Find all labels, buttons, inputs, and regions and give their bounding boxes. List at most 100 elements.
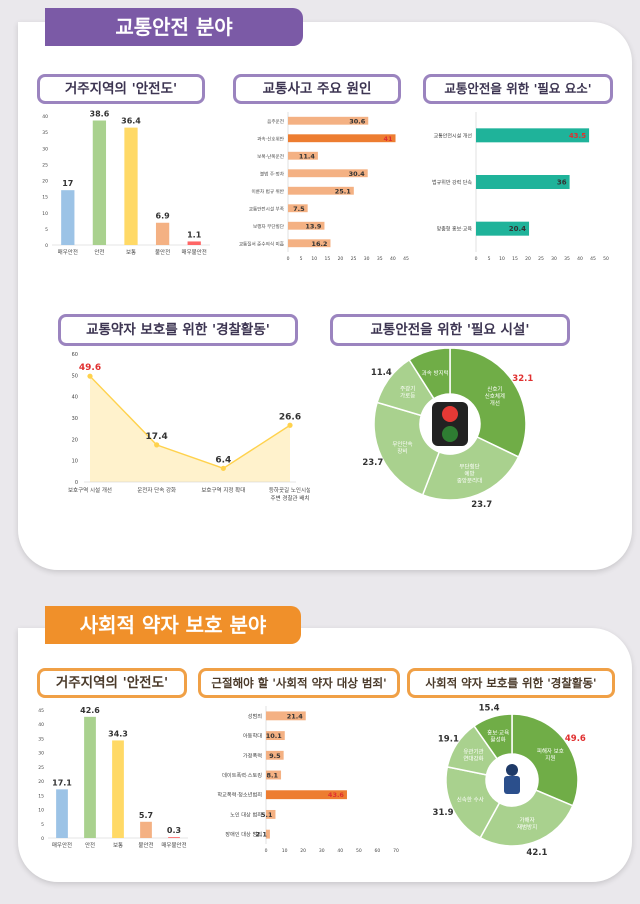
y-tick-label: 20 xyxy=(42,179,48,185)
data-label: 11.4 xyxy=(299,152,316,160)
series-line xyxy=(89,375,291,470)
data-label: 2.1 xyxy=(255,831,267,839)
data-label: 49.6 xyxy=(79,363,101,373)
bar xyxy=(288,221,325,230)
data-label: 8.1 xyxy=(267,772,279,780)
y-tick-label: 45 xyxy=(38,708,44,714)
slice-category-label: 무인단속 xyxy=(392,440,412,448)
x-tick-label: 30 xyxy=(551,256,557,262)
s2-safety-title: 거주지역의 '안전도' xyxy=(37,668,187,698)
data-label: 13.9 xyxy=(305,222,322,230)
y-tick-label: 35 xyxy=(42,130,48,136)
slice-value-label: 19.1 xyxy=(438,734,459,744)
category-label: 주변 경찰관 배치 xyxy=(271,494,310,502)
s1-needs-chart: 0 5 10 15 20 25 30 35 40 45 50 43.5 교통안전시설 개선 36 법규위반 … xyxy=(432,112,609,262)
bar xyxy=(266,770,282,780)
slice-category-label: 개선 xyxy=(490,399,500,407)
data-label: 26.6 xyxy=(279,412,301,422)
y-tick-label: 0 xyxy=(45,243,48,249)
slice-value-label: 49.6 xyxy=(565,734,586,744)
category-label: 보행자 무단횡단 xyxy=(253,223,285,230)
x-tick-label: 40 xyxy=(337,848,343,854)
bar xyxy=(266,790,347,800)
pie-slice xyxy=(449,347,527,458)
x-tick-label: 10 xyxy=(499,256,505,262)
data-label: 30.6 xyxy=(349,117,366,125)
bar xyxy=(476,128,590,143)
y-tick-label: 25 xyxy=(42,162,48,168)
y-tick-label: 40 xyxy=(72,395,78,401)
y-tick-label: 15 xyxy=(42,195,48,201)
pie-slice xyxy=(473,713,513,760)
x-tick-label: 50 xyxy=(603,256,609,262)
traffic-light-icon xyxy=(432,402,468,446)
y-tick-label: 10 xyxy=(42,211,48,217)
x-tick-label: 5 xyxy=(488,256,491,262)
x-tick-label: 60 xyxy=(375,848,381,854)
bar xyxy=(288,186,354,195)
slice-category-label: 가해자 xyxy=(519,816,534,824)
y-tick-label: 10 xyxy=(38,808,44,814)
bar xyxy=(288,169,368,178)
slice-category-label: 유관기관 xyxy=(463,747,483,755)
s2-crimes-chart: 0 10 20 30 40 50 60 70 21.4 성범죄 10.1 아동학대 9.5 가정폭력 8.1… xyxy=(217,706,399,854)
data-label: 38.6 xyxy=(90,110,110,119)
slice-category-label: 홍보·교육 xyxy=(487,729,509,737)
data-label: 6.4 xyxy=(215,455,231,465)
category-label: 맞춤형 홍보·교육 xyxy=(437,226,473,233)
data-label: 42.6 xyxy=(80,706,100,715)
slice-value-label: 23.7 xyxy=(471,500,492,510)
x-tick-label: 10 xyxy=(282,848,288,854)
s2-safety-chart: 0 5 10 15 20 25 30 35 40 45 17.1 매우안전 42.6 안전 34.3 보통 5.… xyxy=(38,706,188,849)
x-tick-label: 0 xyxy=(265,848,268,854)
bar xyxy=(155,222,170,245)
data-label: 7.5 xyxy=(293,205,305,213)
slice-value-label: 9.0 xyxy=(418,346,433,347)
y-tick-label: 20 xyxy=(38,779,44,785)
x-tick-label: 0 xyxy=(287,256,290,262)
pie-slice xyxy=(479,789,574,847)
category-label: 노인 대상 범죄 xyxy=(230,810,262,818)
s1-facilities-title: 교통안전을 위한 '필요 시설' xyxy=(330,314,570,346)
category-label: 가정폭력 xyxy=(243,751,262,759)
slice-category-label: 재범방지 xyxy=(517,823,537,831)
slice-value-label: 23.7 xyxy=(362,458,383,468)
data-label: 34.3 xyxy=(108,729,128,738)
slice-category-label: 피해자 보호 xyxy=(537,747,564,755)
data-label: 30.4 xyxy=(349,170,366,178)
s1-causes-title: 교통사고 주요 원인 xyxy=(233,74,401,104)
s1-police-title: 교통약자 보호를 위한 '경찰활동' xyxy=(58,314,298,346)
data-label: 16.2 xyxy=(311,240,327,248)
category-label: 보호구역 시설 개선 xyxy=(68,486,112,494)
x-tick-label: 20 xyxy=(338,256,344,262)
bar xyxy=(168,837,180,838)
s1-causes-chart: 0 5 10 15 20 25 30 35 40 45 30.6 음주운전 41 과속·신호위반 11.4 보… xyxy=(239,112,409,262)
y-tick-label: 60 xyxy=(72,352,78,358)
slice-category-label: 장비 xyxy=(397,447,407,455)
y-tick-label: 0 xyxy=(75,480,78,486)
bar xyxy=(187,241,201,245)
area-fill xyxy=(90,376,290,482)
category-label: 데이트폭력·스토킹 xyxy=(222,771,262,779)
y-tick-label: 20 xyxy=(72,437,78,443)
category-label: 운전자 단속 강화 xyxy=(137,486,176,494)
y-tick-label: 15 xyxy=(38,793,44,799)
bar xyxy=(140,821,152,838)
bar xyxy=(92,120,107,245)
bar xyxy=(266,711,306,721)
category-label: 안전 xyxy=(85,841,95,849)
x-tick-label: 15 xyxy=(512,256,518,262)
data-label: 17.1 xyxy=(52,778,72,787)
bar xyxy=(124,127,138,245)
slice-value-label: 15.4 xyxy=(479,704,500,714)
x-tick-label: 5 xyxy=(300,256,303,262)
slice-category-label: 신호체계 xyxy=(485,392,505,400)
data-label: 6.9 xyxy=(156,212,171,221)
bar xyxy=(288,134,396,143)
category-label: 과속·신호위반 xyxy=(257,135,285,142)
data-label: 5.7 xyxy=(139,811,153,820)
bar xyxy=(266,809,276,819)
category-label: 불안전 xyxy=(155,248,170,256)
